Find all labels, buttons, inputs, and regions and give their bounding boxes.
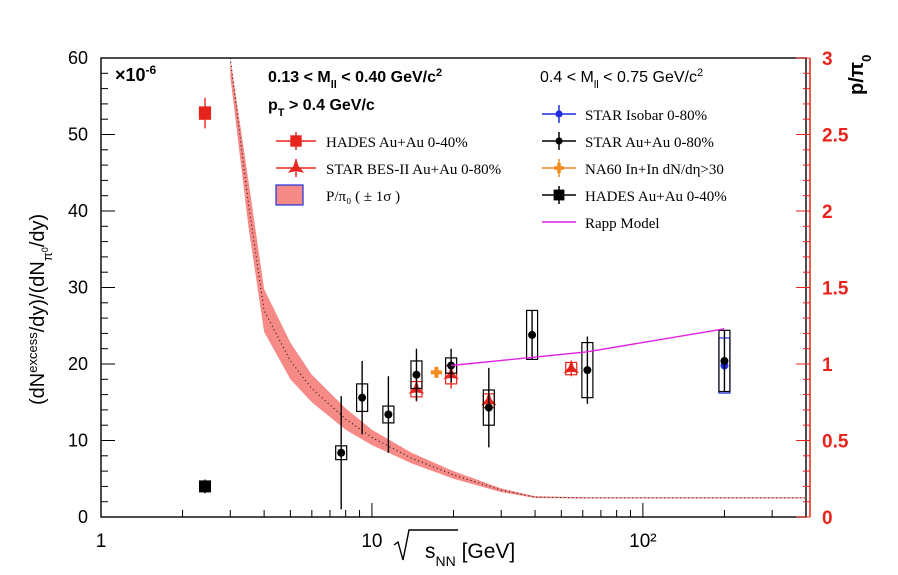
data-point-star-au-au-0-80 bbox=[384, 410, 393, 419]
legend-label: NA60 In+In dN/dη>30 bbox=[585, 162, 724, 178]
legend-marker-circle bbox=[555, 137, 563, 145]
x-tick-label: 10² bbox=[629, 531, 656, 552]
y-tick-label: 60 bbox=[68, 48, 88, 68]
series-rapp-model bbox=[451, 328, 725, 367]
y-tick-label: 50 bbox=[68, 125, 88, 145]
series-star-au-au-0-80 bbox=[335, 309, 731, 510]
data-point-hades-au-au-0-40 bbox=[198, 107, 211, 120]
legend-group: HADES Au+Au 0-40% STAR BES-II Au+Au 0-80%… bbox=[275, 105, 727, 232]
data-point-star-bes-ii-au-au-0-80 bbox=[563, 359, 580, 374]
y2-tick-label: 1.5 bbox=[822, 279, 849, 300]
data-point-star-au-au-0-80 bbox=[484, 403, 493, 412]
y2-tick-label: 2 bbox=[822, 202, 833, 223]
legend-label: Rapp Model bbox=[585, 216, 660, 232]
data-point-star-au-au-0-80 bbox=[337, 448, 346, 457]
sqrt-symbol bbox=[393, 529, 458, 561]
y2-tick-label: 0.5 bbox=[822, 432, 849, 453]
data-point-star-au-au-0-80 bbox=[358, 393, 367, 402]
legend-label: HADES Au+Au 0-40% bbox=[585, 189, 727, 205]
legend-label: STAR Au+Au 0-80% bbox=[585, 135, 714, 151]
y-tick-label: 20 bbox=[68, 354, 88, 374]
y-tick-label: 10 bbox=[68, 431, 88, 451]
y-axis-ticks: 0 10 20 30 40 50 60 bbox=[68, 48, 115, 527]
legend-marker-star bbox=[287, 158, 305, 173]
legend-marker-cross bbox=[554, 163, 564, 173]
series-hades-au-au-0-40 bbox=[198, 479, 211, 494]
legend-label: P/π₀ ( ± 1σ ) bbox=[326, 189, 400, 205]
legend-marker-circle bbox=[555, 110, 563, 118]
data-point-star-au-au-0-80 bbox=[412, 370, 421, 379]
data-point-star-au-au-0-80 bbox=[583, 366, 592, 375]
data-point-star-au-au-0-80 bbox=[528, 330, 537, 339]
y2-tick-label: 3 bbox=[822, 49, 833, 70]
x-axis-ticks: 1 10 10² bbox=[96, 503, 807, 552]
legend-label: STAR Isobar 0-80% bbox=[585, 108, 707, 124]
series-hades-au-au-0-40 bbox=[198, 97, 212, 129]
series-na60-in-in-dn-d-30 bbox=[430, 366, 442, 378]
x-tick-label: 1 bbox=[96, 531, 107, 552]
legend-marker-square bbox=[553, 189, 565, 201]
data-point-star-au-au-0-80 bbox=[720, 356, 729, 365]
band-center-line bbox=[229, 57, 806, 499]
data-point-na60-in-in-dn-d-30 bbox=[430, 366, 442, 378]
y-tick-label: 30 bbox=[68, 278, 88, 298]
y-tick-label: 0 bbox=[78, 507, 88, 527]
y-tick-label: 40 bbox=[68, 201, 88, 221]
y2-tick-label: 2.5 bbox=[822, 126, 849, 147]
data-points-group bbox=[198, 97, 731, 510]
x-tick-label: 10 bbox=[361, 531, 382, 552]
p-over-pi0-band-group bbox=[229, 57, 807, 499]
legend-swatch-band bbox=[275, 184, 304, 206]
legend-label: STAR BES-II Au+Au 0-80% bbox=[326, 162, 501, 178]
y2-tick-label: 1 bbox=[822, 355, 833, 376]
rapp-model-line bbox=[451, 328, 725, 367]
legend-marker-square bbox=[290, 135, 302, 147]
y2-tick-label: 0 bbox=[822, 508, 833, 529]
annotation-pt-cut: pT > 0.4 GeV/c bbox=[268, 97, 375, 119]
data-point-hades-au-au-0-40 bbox=[198, 480, 211, 493]
legend-label: HADES Au+Au 0-40% bbox=[326, 135, 468, 151]
right-axis: 0 0.5 1 1.5 2 2.5 3 bbox=[796, 49, 849, 529]
